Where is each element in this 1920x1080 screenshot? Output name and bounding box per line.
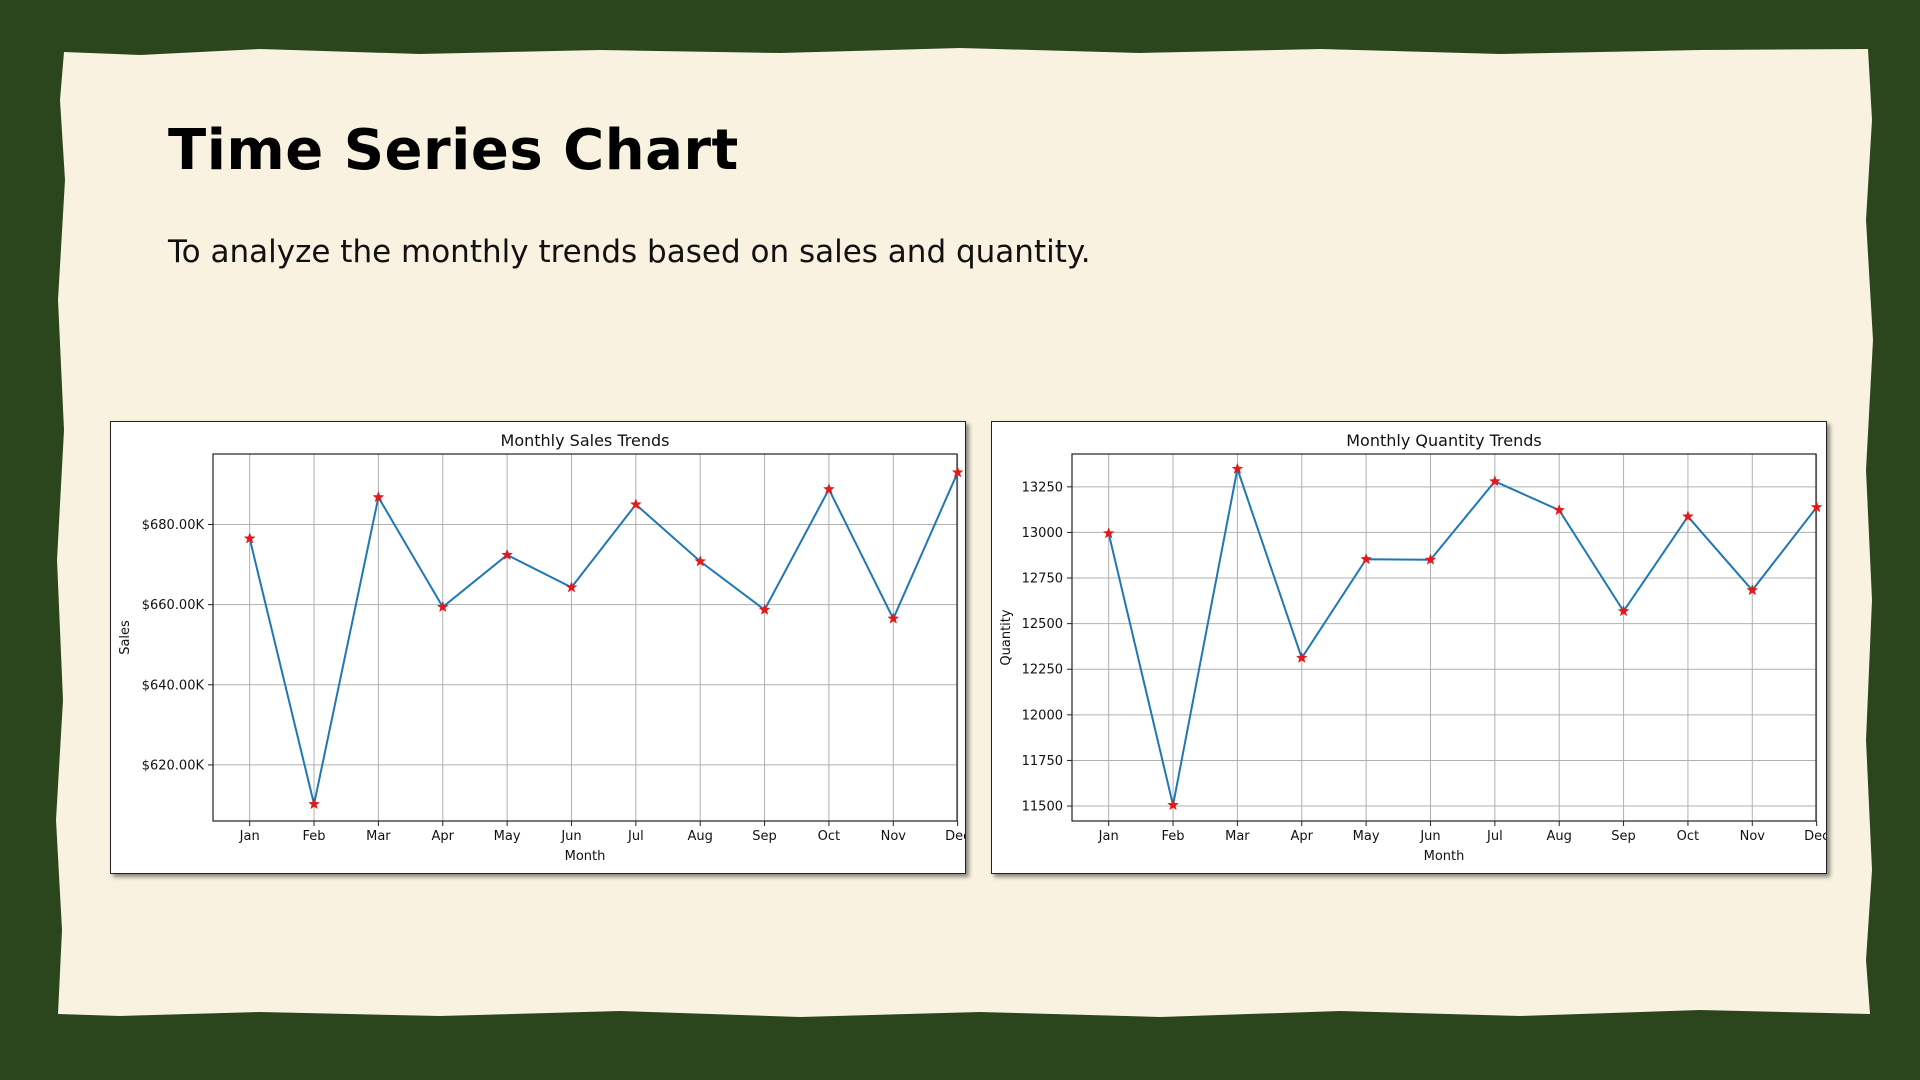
sales-data-point bbox=[951, 466, 964, 478]
quantity-x-tick-label: May bbox=[1353, 829, 1380, 844]
quantity-data-point bbox=[1810, 501, 1823, 513]
sales-x-tick-label: Jun bbox=[560, 829, 581, 844]
quantity-y-tick-label: 12250 bbox=[1022, 663, 1063, 678]
sales-x-tick-label: Sep bbox=[752, 829, 777, 844]
sales-plot-frame bbox=[212, 453, 958, 822]
sales-chart-panel: Jan Feb Mar Apr May Jun Jul Aug Sep Oct Nov Dec $620… bbox=[110, 421, 966, 874]
sales-y-tick-label: $680.00K bbox=[142, 518, 205, 533]
sales-x-tick-label: Jul bbox=[627, 829, 644, 844]
quantity-x-tick-label: Sep bbox=[1611, 829, 1636, 844]
sales-x-tick-label: May bbox=[494, 829, 521, 844]
quantity-y-tick-label: 13000 bbox=[1022, 526, 1063, 541]
quantity-data-point bbox=[1102, 527, 1115, 539]
sales-data-point bbox=[887, 612, 900, 624]
quantity-chart-panel: Jan Feb Mar Apr May Jun Jul Aug Sep Oct Nov Dec 1150… bbox=[991, 421, 1827, 874]
sales-chart-title: Monthly Sales Trends bbox=[501, 431, 670, 450]
quantity-x-tick-label: Dec bbox=[1804, 829, 1826, 844]
quantity-series-line bbox=[1107, 465, 1818, 806]
quantity-y-tick-label: 11750 bbox=[1022, 754, 1063, 769]
quantity-x-tick-label: Jul bbox=[1486, 829, 1503, 844]
quantity-y-tick-label: 12750 bbox=[1022, 572, 1063, 587]
sales-data-point bbox=[565, 581, 578, 593]
sales-x-tick-label: Dec bbox=[945, 829, 965, 844]
quantity-chart: Jan Feb Mar Apr May Jun Jul Aug Sep Oct Nov Dec 1150… bbox=[999, 431, 1826, 864]
sales-data-point bbox=[823, 483, 835, 495]
quantity-data-point bbox=[1682, 510, 1694, 522]
sales-x-tick-label: Nov bbox=[881, 829, 907, 844]
quantity-y-tick-label: 11500 bbox=[1022, 800, 1063, 815]
sales-x-tick-label: Feb bbox=[303, 829, 326, 844]
quantity-y-axis-label: Quantity bbox=[999, 609, 1014, 665]
sales-data-point bbox=[629, 498, 642, 510]
quantity-plot-frame bbox=[1071, 453, 1817, 822]
sales-y-tick-label: $620.00K bbox=[142, 758, 205, 773]
sales-x-axis-label: Month bbox=[565, 849, 606, 864]
quantity-x-tick-label: Jun bbox=[1419, 829, 1440, 844]
sales-data-point bbox=[694, 555, 707, 567]
quantity-x-tick-label: Jan bbox=[1098, 829, 1119, 844]
quantity-x-tick-label: Nov bbox=[1740, 829, 1766, 844]
sales-y-axis-label: Sales bbox=[118, 620, 133, 655]
slide-title: Time Series Chart bbox=[168, 118, 739, 183]
quantity-data-point bbox=[1360, 553, 1373, 565]
sales-series-line bbox=[248, 472, 959, 805]
slide-subtitle: To analyze the monthly trends based on s… bbox=[168, 234, 1091, 270]
quantity-data-point bbox=[1424, 553, 1437, 565]
quantity-y-tick-label: 12000 bbox=[1022, 708, 1063, 723]
sales-data-point bbox=[501, 548, 514, 560]
quantity-chart-title: Monthly Quantity Trends bbox=[1346, 431, 1542, 450]
sales-x-tick-label: Jan bbox=[239, 829, 260, 844]
quantity-x-tick-label: Mar bbox=[1225, 829, 1250, 844]
sales-data-point bbox=[436, 600, 449, 613]
quantity-x-tick-label: Feb bbox=[1162, 829, 1185, 844]
sales-chart: Jan Feb Mar Apr May Jun Jul Aug Sep Oct Nov Dec $620… bbox=[118, 431, 965, 864]
quantity-data-point bbox=[1746, 584, 1759, 596]
quantity-data-point bbox=[1488, 475, 1501, 487]
sales-data-point bbox=[243, 532, 256, 544]
quantity-data-point bbox=[1231, 462, 1244, 474]
quantity-data-point bbox=[1167, 798, 1179, 811]
quantity-data-point bbox=[1295, 651, 1308, 663]
sales-y-tick-label: $640.00K bbox=[142, 678, 205, 693]
quantity-x-axis-label: Month bbox=[1424, 849, 1465, 864]
quantity-data-point bbox=[1617, 605, 1630, 617]
sales-x-tick-label: Mar bbox=[366, 829, 391, 844]
sales-data-point bbox=[308, 797, 320, 810]
sales-x-tick-label: Oct bbox=[818, 829, 840, 844]
quantity-x-tick-label: Aug bbox=[1547, 829, 1572, 844]
quantity-y-tick-label: 12500 bbox=[1022, 617, 1063, 632]
sales-x-tick-label: Apr bbox=[432, 829, 455, 844]
sales-y-tick-label: $660.00K bbox=[142, 598, 205, 613]
quantity-y-tick-label: 13250 bbox=[1022, 480, 1063, 495]
quantity-x-tick-label: Apr bbox=[1291, 829, 1314, 844]
quantity-data-point bbox=[1553, 503, 1566, 516]
sales-data-point bbox=[758, 603, 771, 615]
sales-data-point bbox=[372, 491, 385, 503]
quantity-x-tick-label: Oct bbox=[1677, 829, 1699, 844]
sales-x-tick-label: Aug bbox=[688, 829, 713, 844]
